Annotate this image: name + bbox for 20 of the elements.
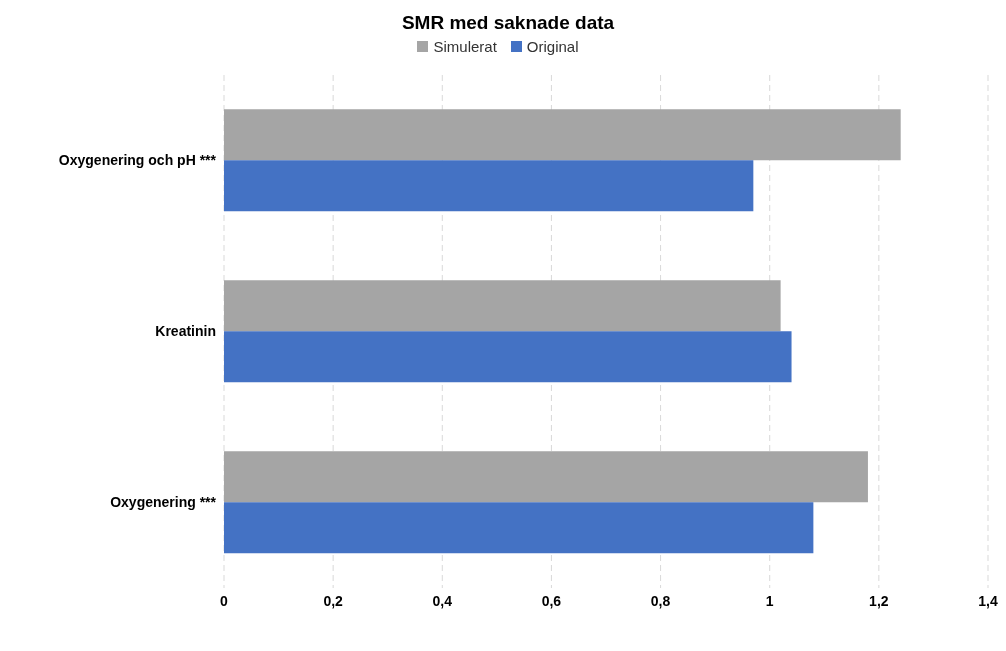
x-tick-label: 0,8 xyxy=(650,592,671,609)
y-tick-label: Oxygenering *** xyxy=(110,494,217,511)
bar xyxy=(224,160,754,212)
bar xyxy=(224,451,868,503)
x-tick-label: 1,4 xyxy=(978,592,998,609)
y-tick-label: Oxygenering och pH *** xyxy=(58,152,217,169)
bar xyxy=(224,502,814,554)
x-tick-label: 1 xyxy=(765,592,774,609)
legend-label: Simulerat xyxy=(432,38,497,55)
x-tick-label: 0,4 xyxy=(432,592,453,609)
chart-title: SMR med saknade data xyxy=(400,12,616,35)
x-tick-label: 0 xyxy=(220,592,229,609)
bar xyxy=(224,280,781,332)
y-tick-label: Kreatinin xyxy=(155,323,216,340)
x-tick-label: 0,2 xyxy=(323,592,344,609)
x-tick-label: 1,2 xyxy=(869,592,889,609)
bar xyxy=(224,331,792,383)
bar xyxy=(224,109,901,161)
x-tick-label: 0,6 xyxy=(541,592,562,609)
legend-label: Original xyxy=(525,38,579,55)
